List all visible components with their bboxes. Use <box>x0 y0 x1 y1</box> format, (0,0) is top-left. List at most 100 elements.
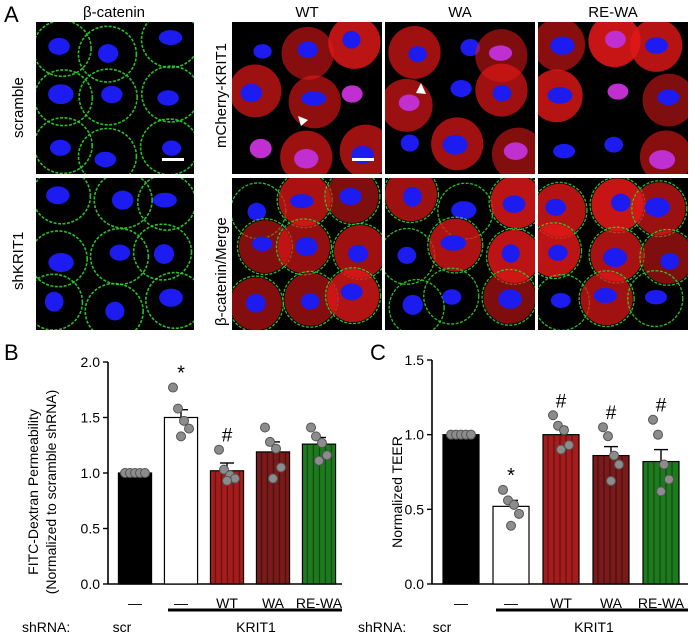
wa-mcherry-image <box>385 22 535 174</box>
data-point <box>548 410 558 421</box>
category-label: — <box>128 595 142 611</box>
data-point <box>653 429 663 440</box>
chart-b-ylabel-line1: FITC-Dextran Permeability <box>25 409 41 575</box>
wt-merge-image <box>232 178 382 330</box>
data-point <box>311 431 321 442</box>
col-title-wt: WT <box>295 4 319 21</box>
panel-a-letter: A <box>4 2 19 27</box>
panel-c-letter: C <box>370 340 386 365</box>
data-point <box>606 475 616 486</box>
data-point <box>514 508 524 519</box>
data-point <box>564 440 574 451</box>
arrowhead-wa <box>416 83 426 94</box>
significance-mark: # <box>656 396 667 417</box>
data-point <box>466 429 476 440</box>
scale-bar-right <box>352 158 374 161</box>
data-point <box>184 423 194 434</box>
data-point <box>168 382 178 393</box>
micrograph-wt-merge <box>232 178 382 330</box>
bar <box>301 443 337 585</box>
data-point <box>664 474 674 485</box>
significance-mark: * <box>177 363 185 385</box>
data-point <box>648 414 658 425</box>
y-tick-label: 2.0 <box>81 354 101 370</box>
chart-b-group-scr: scr <box>113 619 132 635</box>
row-label-scramble: scramble <box>10 77 27 138</box>
significance-mark: # <box>606 403 617 424</box>
data-point <box>268 473 278 484</box>
row-label-merge: β-catenin/Merge <box>213 217 230 326</box>
data-point <box>556 444 566 455</box>
rewa-merge-image <box>538 178 688 330</box>
bar <box>442 434 480 585</box>
bar <box>163 416 199 585</box>
panel-b-letter: B <box>4 340 19 365</box>
category-label: — <box>174 595 188 611</box>
category-label: WT <box>216 595 238 611</box>
y-tick-label: 1.5 <box>405 352 425 368</box>
category-label: RE-WA <box>638 595 685 611</box>
data-point <box>656 486 666 497</box>
data-point <box>306 422 316 433</box>
row-label-shkrit1: shKRIT1 <box>10 231 27 290</box>
data-point <box>173 403 183 414</box>
significance-mark: # <box>222 426 233 447</box>
y-tick-label: 0.0 <box>81 576 101 592</box>
chart-c-group-krit: KRIT1 <box>574 619 614 635</box>
chart-c-shrna-label: shRNA: <box>358 619 406 635</box>
data-point <box>276 462 286 473</box>
y-tick-label: 1.5 <box>81 410 101 426</box>
y-tick-label: 0.5 <box>405 501 425 517</box>
data-point <box>140 468 150 478</box>
chart-b-group-krit: KRIT1 <box>236 619 276 635</box>
row-label-mcherry: mCherry-KRIT1 <box>213 42 230 148</box>
chart-b-shrna-label: shRNA: <box>22 619 70 635</box>
bar <box>117 472 153 585</box>
y-tick-label: 0.5 <box>81 521 101 537</box>
y-tick-label: 1.0 <box>81 465 101 481</box>
data-point <box>559 425 569 436</box>
wt-mcherry-image <box>232 22 382 174</box>
data-point <box>506 520 516 531</box>
chart-c-ylabel: Normalized TEER <box>389 436 405 548</box>
rewa-mcherry-image <box>538 22 688 174</box>
category-label: WT <box>550 595 572 611</box>
data-point <box>222 475 232 486</box>
bar <box>492 505 530 585</box>
data-point <box>509 499 519 510</box>
data-point <box>322 450 332 461</box>
beta-catenin-title: β-catenin <box>83 4 145 21</box>
data-point <box>314 455 324 466</box>
data-point <box>265 436 275 447</box>
data-point <box>179 415 189 426</box>
chart-c-group-scr: scr <box>433 619 452 635</box>
data-point <box>659 459 669 470</box>
micrograph-wa-mcherry <box>385 22 535 174</box>
data-point <box>176 431 186 442</box>
micrograph-scramble <box>36 22 194 174</box>
data-point <box>603 431 613 442</box>
shkrit1-cells-image <box>36 178 194 330</box>
category-label: — <box>454 595 468 611</box>
category-label: WA <box>600 595 623 611</box>
micrograph-shkrit1 <box>36 178 194 330</box>
significance-mark: * <box>507 465 515 487</box>
data-point <box>214 444 224 455</box>
category-label: WA <box>262 595 285 611</box>
bar <box>542 434 580 585</box>
data-point <box>598 422 608 433</box>
significance-mark: # <box>556 391 567 412</box>
category-label: — <box>504 595 518 611</box>
scale-bar-left <box>162 158 184 161</box>
bar <box>209 470 245 585</box>
y-tick-label: 0.0 <box>405 576 425 592</box>
category-label: RE-WA <box>296 595 343 611</box>
data-point <box>260 422 270 433</box>
data-point <box>609 450 619 461</box>
chart-b-ylabel-line2: (Normalized to scramble shRNA) <box>43 390 59 595</box>
chart-b: FITC-Dextran Permeability (Normalized to… <box>22 354 343 635</box>
chart-c: Normalized TEER shRNA: scr KRIT1 0.0 0.5 1… <box>358 352 688 635</box>
micrograph-wt-mcherry <box>232 22 382 174</box>
micrograph-rewa-mcherry <box>538 22 688 174</box>
col-title-wa: WA <box>448 4 472 21</box>
